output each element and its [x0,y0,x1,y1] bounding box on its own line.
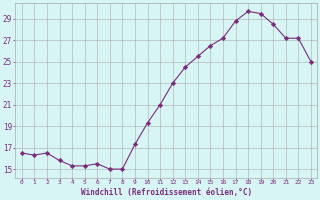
X-axis label: Windchill (Refroidissement éolien,°C): Windchill (Refroidissement éolien,°C) [81,188,252,197]
